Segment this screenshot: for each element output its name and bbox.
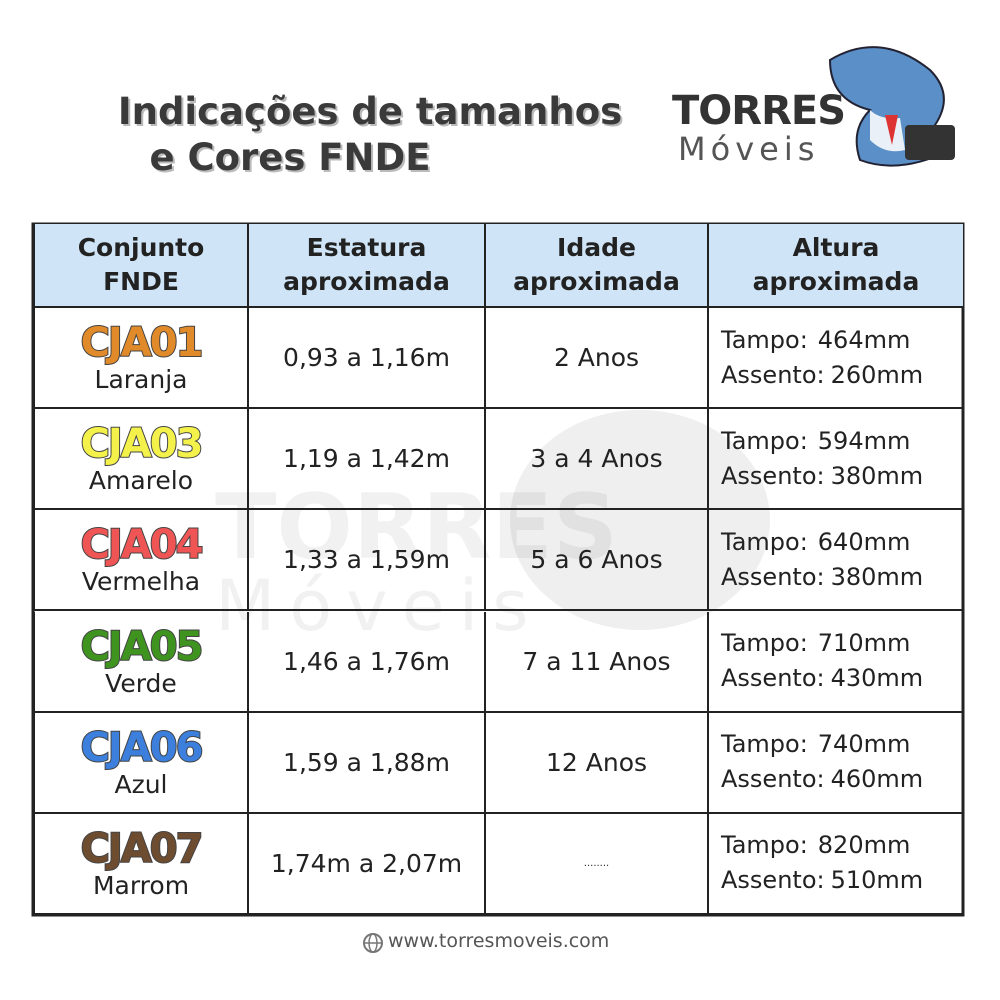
tampo-value: 710mm [817,629,911,658]
height-cell: Tampo: 640mm Assento: 380mm [709,510,963,612]
logo-subname: Móveis [678,130,820,168]
set-code: CJA07 [80,825,205,872]
assento-value: 430mm [830,664,924,693]
assento-label: Assento: [721,360,825,389]
age: 2 Anos [486,308,709,410]
height-cell: Tampo: 464mm Assento: 260mm [709,308,963,410]
color-name: Amarelo [88,466,194,496]
age: 5 a 6 Anos [486,510,709,612]
column-header: Idade aproximada [486,224,709,308]
stature: 1,46 a 1,76m [249,611,486,713]
age: 7 a 11 Anos [486,611,709,713]
stature: 1,59 a 1,88m [249,712,486,814]
tampo-line: Tampo: 594mm [721,424,910,459]
column-header: Estatura aproximada [249,224,486,308]
column-header: Altura aproximada [709,224,963,308]
assento-value: 510mm [830,866,924,895]
set-code: CJA01 [80,320,205,367]
assento-label: Assento: [721,562,825,591]
title-line: Indicações de tamanhos [117,90,623,133]
height-cell: Tampo: 820mm Assento: 510mm [709,814,963,915]
shark-logo [828,46,955,167]
assento-value: 460mm [830,765,924,794]
set-cell: CJA01 Laranja [33,308,249,410]
logo-name: TORRES [672,88,846,134]
tampo-value: 820mm [817,831,911,860]
assento-label: Assento: [721,461,825,490]
assento-line: Assento: 510mm [721,863,923,898]
set-cell: CJA07 Marrom [33,813,249,915]
age: 12 Anos [486,712,709,814]
age: 3 a 4 Anos [486,409,709,511]
tampo-label: Tampo: [721,527,808,556]
assento-line: Assento: 260mm [721,358,923,393]
height-cell: Tampo: 740mm Assento: 460mm [709,713,963,814]
tampo-value: 464mm [817,325,911,354]
tampo-line: Tampo: 740mm [721,727,910,762]
watermark-name: TORRES [215,475,618,580]
assento-value: 380mm [830,461,924,490]
assento-line: Assento: 460mm [721,762,923,797]
assento-label: Assento: [721,765,825,794]
assento-line: Assento: 430mm [721,661,923,696]
tampo-label: Tampo: [721,831,808,860]
assento-label: Assento: [721,866,825,895]
watermark [510,410,770,630]
set-code: CJA06 [80,724,205,771]
set-code: CJA04 [80,522,205,569]
tampo-line: Tampo: 710mm [721,626,910,661]
tampo-line: Tampo: 640mm [721,525,910,560]
set-code: CJA05 [80,623,205,670]
assento-line: Assento: 380mm [721,560,923,595]
tampo-value: 594mm [817,426,911,455]
color-name: Vermelha [81,567,201,597]
set-code: CJA03 [80,421,205,468]
stature: 0,93 a 1,16m [249,308,486,410]
stature: 1,74m a 2,07m [249,813,486,915]
tampo-line: Tampo: 820mm [721,828,910,863]
age: ........ [486,813,709,915]
tampo-label: Tampo: [721,730,808,759]
column-header: Conjunto FNDE [33,224,249,308]
title-line: e Cores FNDE [149,136,431,179]
footer-url: www.torresmoveis.com [388,930,610,952]
tampo-value: 740mm [817,730,911,759]
height-cell: Tampo: 710mm Assento: 430mm [709,612,963,713]
set-cell: CJA05 Verde [33,611,249,713]
stature: 1,19 a 1,42m [249,409,486,511]
color-name: Azul [114,769,168,799]
tampo-value: 640mm [817,527,911,556]
color-name: Verde [105,668,177,698]
tampo-line: Tampo: 464mm [721,323,910,358]
tampo-label: Tampo: [721,325,808,354]
tampo-label: Tampo: [721,629,808,658]
set-cell: CJA03 Amarelo [33,409,249,511]
tampo-label: Tampo: [721,426,808,455]
watermark-subname: Móveis [215,565,543,647]
assento-label: Assento: [721,664,825,693]
stature: 1,33 a 1,59m [249,510,486,612]
set-cell: CJA04 Vermelha [33,510,249,612]
set-cell: CJA06 Azul [33,712,249,814]
assento-line: Assento: 380mm [721,459,923,494]
color-name: Marrom [92,870,190,900]
height-cell: Tampo: 594mm Assento: 380mm [709,409,963,511]
assento-value: 260mm [830,360,924,389]
assento-value: 380mm [830,562,924,591]
color-name: Laranja [94,365,188,395]
